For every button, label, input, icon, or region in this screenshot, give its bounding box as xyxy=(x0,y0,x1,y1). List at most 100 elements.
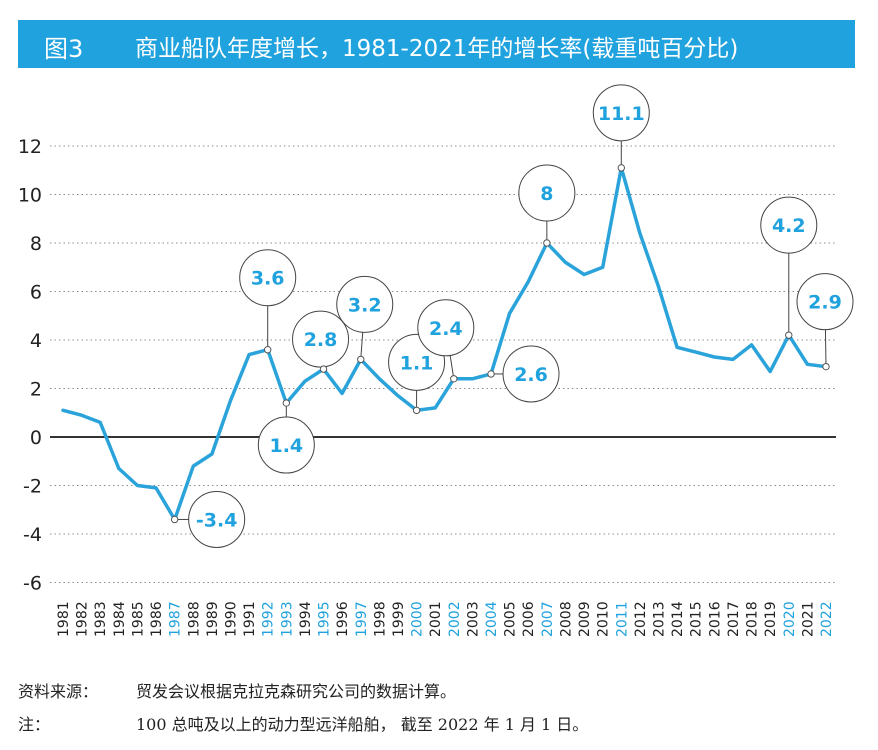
x-tick-label: 2008 xyxy=(558,601,574,637)
x-tick-label: 2013 xyxy=(652,601,668,637)
data-point-marker xyxy=(785,331,793,339)
annotation-bubble xyxy=(417,299,475,357)
y-tick-label: 2 xyxy=(30,379,42,401)
x-tick-label: 2006 xyxy=(521,601,537,637)
y-tick-label: -2 xyxy=(23,476,42,498)
annotation-bubble xyxy=(239,249,297,307)
x-tick-label: 1995 xyxy=(317,601,333,637)
y-tick-label: 8 xyxy=(30,233,42,255)
x-tick-label: 1987 xyxy=(168,601,184,637)
x-tick-label: 2010 xyxy=(596,601,612,637)
annotation-bubble xyxy=(592,84,650,142)
x-tick-label: 2015 xyxy=(689,601,705,637)
figure-number: 图3 xyxy=(44,35,84,63)
y-tick-label: 6 xyxy=(30,282,42,304)
annotation-leader xyxy=(824,329,827,367)
annotation-bubble xyxy=(257,416,315,474)
data-point-marker xyxy=(487,370,495,378)
series-line xyxy=(61,166,828,522)
data-label: 2.6 xyxy=(514,364,548,386)
annotation-bubble xyxy=(760,196,818,254)
data-point-marker xyxy=(617,164,625,172)
x-tick-label: 2020 xyxy=(782,601,798,637)
x-tick-label: 1989 xyxy=(205,601,221,637)
x-tick-label: 2019 xyxy=(763,601,779,637)
x-tick-label: 2004 xyxy=(484,601,500,637)
x-tick-label: 2007 xyxy=(540,601,556,637)
data-point-marker xyxy=(170,515,179,524)
x-tick-label: 2021 xyxy=(800,601,816,637)
x-tick-label: 1986 xyxy=(149,601,165,637)
x-tick-label: 1988 xyxy=(186,601,202,637)
x-tick-label: 2022 xyxy=(819,601,835,637)
x-tick-label: 2001 xyxy=(428,601,444,637)
x-tick-label: 2005 xyxy=(503,601,519,637)
data-label: 11.1 xyxy=(598,103,645,125)
note-label: 注： xyxy=(18,715,51,734)
annotation-bubble xyxy=(796,273,854,331)
x-tick-label: 1992 xyxy=(261,601,277,637)
source-text: 贸发会议根据克拉克森研究公司的数据计算。 xyxy=(136,682,457,701)
annotation-leader xyxy=(449,355,455,379)
x-tick-label: 2002 xyxy=(447,601,463,637)
x-tick-label: 1998 xyxy=(372,601,388,637)
data-label: 2.8 xyxy=(304,329,338,351)
data-point-marker xyxy=(543,239,551,247)
y-tick-label: 4 xyxy=(30,330,42,352)
x-tick-label: 1997 xyxy=(354,601,370,637)
data-label: 2.9 xyxy=(808,292,842,314)
x-tick-label: 1991 xyxy=(242,601,258,637)
x-tick-label: 2003 xyxy=(465,601,481,637)
data-point-marker xyxy=(282,399,291,407)
annotation-bubble xyxy=(188,490,246,548)
x-tick-label: 2011 xyxy=(614,601,630,637)
source-label: 资料来源： xyxy=(18,682,99,701)
data-point-marker xyxy=(319,365,328,373)
annotation-bubble xyxy=(502,345,560,403)
y-tick-label: 12 xyxy=(18,136,42,158)
data-label: 1.1 xyxy=(400,352,434,374)
data-label: -3.4 xyxy=(196,509,238,531)
x-tick-label: 2014 xyxy=(670,601,686,637)
x-tick-label: 2012 xyxy=(633,601,649,637)
x-tick-label: 1999 xyxy=(391,601,407,637)
x-tick-label: 1984 xyxy=(112,601,128,637)
source-note: 资料来源： 贸发会议根据克拉克森研究公司的数据计算。 xyxy=(18,678,456,702)
data-point-marker xyxy=(412,406,421,415)
y-tick-label: -6 xyxy=(23,573,42,595)
data-point-marker xyxy=(822,362,830,371)
chart-title: 商业船队年度增长，1981-2021年的增长率(载重吨百分比) xyxy=(135,36,739,62)
x-tick-label: 1981 xyxy=(56,601,72,637)
x-tick-label: 2016 xyxy=(707,601,723,637)
x-tick-label: 1982 xyxy=(75,601,91,637)
data-point-marker xyxy=(450,375,458,383)
x-tick-label: 1993 xyxy=(279,601,295,637)
data-label: 3.6 xyxy=(251,268,285,290)
annotation-bubble xyxy=(518,164,576,222)
x-tick-label: 1985 xyxy=(130,601,146,637)
data-point-marker xyxy=(264,346,272,354)
note-text: 100 总吨及以上的动力型远洋船舶， 截至 2022 年 1 月 1 日。 xyxy=(136,715,589,734)
x-tick-label: 1996 xyxy=(335,601,351,637)
x-tick-label: 2017 xyxy=(726,601,742,637)
x-tick-label: 2009 xyxy=(577,601,593,637)
y-tick-label: 10 xyxy=(18,185,42,207)
data-point-marker xyxy=(357,355,365,364)
data-label: 2.4 xyxy=(429,318,463,340)
data-label: 4.2 xyxy=(772,215,806,237)
data-label: 8 xyxy=(540,183,553,205)
x-tick-label: 1990 xyxy=(223,601,239,637)
annotation-leader xyxy=(360,332,364,360)
footnote: 注： 100 总吨及以上的动力型远洋船舶， 截至 2022 年 1 月 1 日。 xyxy=(18,711,588,735)
annotation-bubble xyxy=(336,275,394,333)
x-tick-label: 2018 xyxy=(745,601,761,637)
y-tick-label: -4 xyxy=(23,524,42,546)
data-label: 3.2 xyxy=(348,294,382,316)
x-tick-label: 1994 xyxy=(298,601,314,637)
y-tick-label: 0 xyxy=(30,427,42,449)
x-tick-label: 1983 xyxy=(93,601,109,637)
data-label: 1.4 xyxy=(269,435,303,457)
x-tick-label: 2000 xyxy=(410,601,426,637)
title-bar: 图3 商业船队年度增长，1981-2021年的增长率(载重吨百分比) xyxy=(18,20,855,68)
